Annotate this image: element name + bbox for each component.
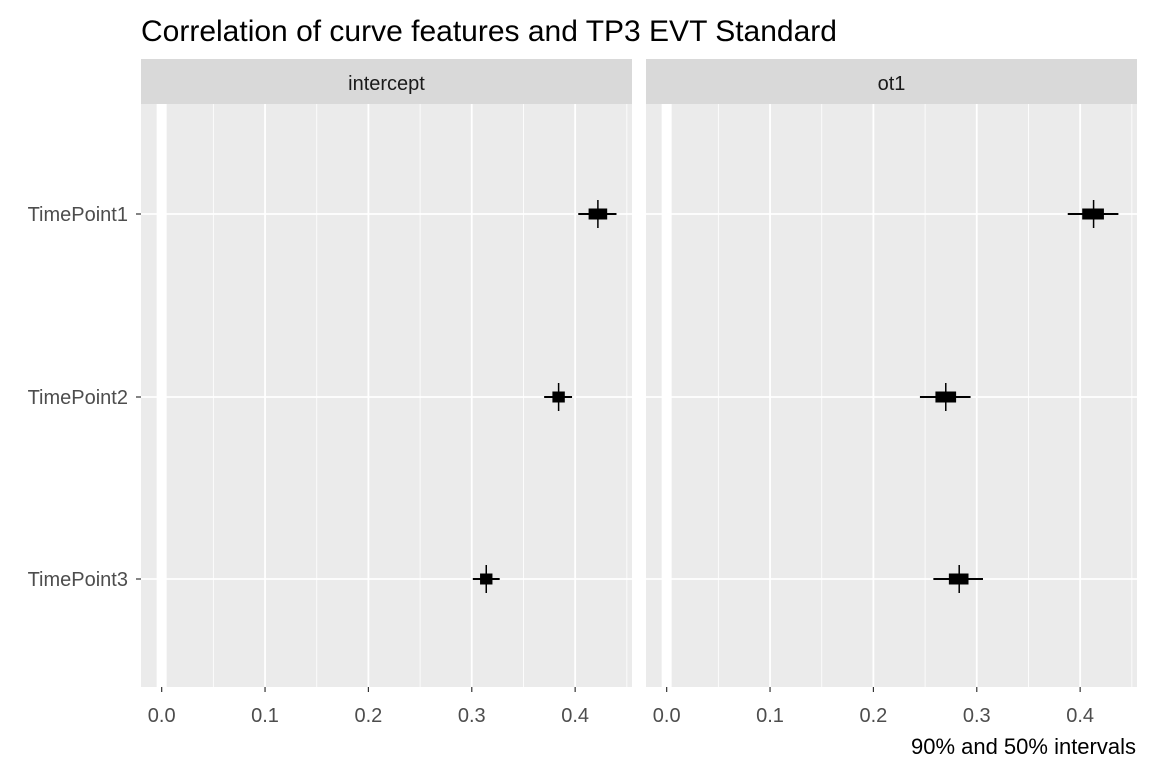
x-tick-label: 0.2 (860, 705, 888, 727)
chart-title: Correlation of curve features and TP3 EV… (141, 15, 837, 48)
x-tick-label: 0.3 (458, 705, 486, 727)
interval-TimePoint2 (919, 383, 971, 411)
y-axis: TimePoint1 TimePoint2 TimePoint3 (28, 204, 141, 591)
panel-background (646, 104, 1137, 687)
panel-intercept: intercept 0.0 0.1 0.2 0.3 0.4 (141, 59, 632, 727)
panel-strip (141, 59, 632, 104)
y-tick-label: TimePoint1 (28, 204, 128, 226)
chart-caption: 90% and 50% intervals (911, 734, 1136, 759)
x-tick-label: 0.2 (355, 705, 383, 727)
x-tick-label: 0.0 (148, 705, 176, 727)
x-tick-label: 0.3 (963, 705, 991, 727)
x-tick-label: 0.0 (653, 705, 681, 727)
panels-layer: intercept 0.0 0.1 0.2 0.3 0.4 ot1 0.0 0.1 0.2 0.3 0… (141, 59, 1137, 727)
interval-TimePoint2 (544, 383, 573, 411)
interval-TimePoint3 (472, 565, 500, 593)
x-tick-label: 0.4 (1066, 705, 1094, 727)
interval-TimePoint1 (1067, 200, 1119, 228)
interval-TimePoint1 (578, 200, 617, 228)
panel-strip-label: ot1 (878, 73, 906, 95)
panel-strip (646, 59, 1137, 104)
interval-TimePoint3 (933, 565, 983, 593)
x-tick-label: 0.4 (561, 705, 589, 727)
panel-background (141, 104, 632, 687)
y-tick-label: TimePoint2 (28, 387, 128, 409)
x-tick-label: 0.1 (756, 705, 784, 727)
y-tick-label: TimePoint3 (28, 569, 128, 591)
panel-ot1: ot1 0.0 0.1 0.2 0.3 0.4 (646, 59, 1137, 727)
x-tick-label: 0.1 (251, 705, 279, 727)
panel-strip-label: intercept (348, 73, 425, 95)
